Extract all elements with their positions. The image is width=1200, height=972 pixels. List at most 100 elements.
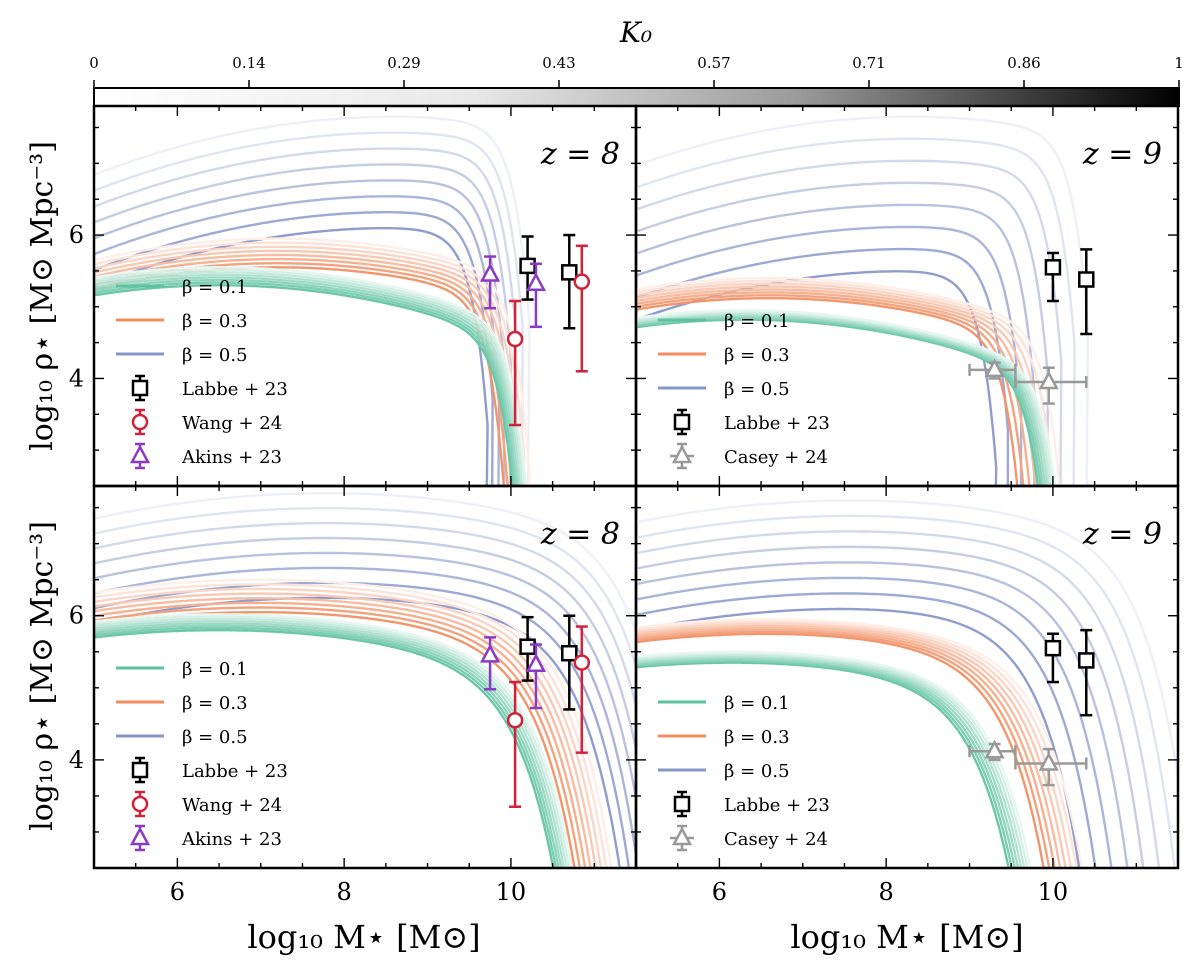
model-curves [94,115,531,486]
model-curve [94,284,514,486]
legend-label: Labbe + 23 [724,413,830,434]
x-tick-label: 10 [1038,878,1069,906]
model-curve [94,278,518,486]
model-curve [94,601,587,868]
panels: 4 6 z = 8 β = 0.1 β = 0.3 β = 0.5 Labbe + 23 Wa… [69,104,1180,906]
model-curve [636,225,1023,486]
model-curve [94,271,524,486]
legend-label: β = 0.5 [182,345,248,366]
model-curve [94,566,636,863]
data-marker [984,358,1005,378]
panel-top-right: z = 9 β = 0.1 β = 0.3 β = 0.5 Labbe + 23 Case… [634,104,1180,488]
observations-labbe-23 [1044,248,1095,336]
observations-labbe-23 [519,614,578,711]
data-marker [673,795,691,813]
x-axis-label-left: log₁₀ M⋆ [M⊙] [247,918,480,956]
legend-label: Wang + 24 [182,413,282,434]
model-curve [94,615,571,868]
panel-bottom-right: 6 8 10 z = 9 β = 0.1 β = 0.3 β = 0.5 Labbe + 23… [634,484,1180,906]
colorbar-label: K₀ [619,16,652,49]
model-curve [94,241,526,486]
model-curve [636,318,1040,486]
model-curve [636,314,1047,486]
data-marker [1038,370,1059,390]
data-marker [673,413,691,431]
model-curve [636,607,1081,868]
x-tick-label: 10 [496,878,527,906]
model-curve [94,227,489,486]
observations-akins-23 [479,636,547,710]
legend-label: Casey + 24 [724,447,828,468]
data-marker [1044,259,1062,276]
model-curve [94,624,560,868]
legend-label: β = 0.1 [182,659,248,680]
panel-top-left: 4 6 z = 8 β = 0.1 β = 0.3 β = 0.5 Labbe + 23 Wa… [69,104,638,488]
model-curve [636,618,1084,868]
observations-casey-24 [968,739,1088,787]
data-marker [129,444,151,464]
model-curve [636,297,1019,486]
data-marker [1038,751,1059,771]
legend-label: Labbe + 23 [182,761,288,782]
model-curve [636,279,1055,486]
data-marker [525,653,547,672]
model-curve [94,237,531,486]
data-marker [561,264,578,281]
model-curve [636,309,1057,486]
model-curve [94,583,608,868]
model-curve [94,249,519,486]
legend-label: Labbe + 23 [182,379,288,400]
model-curve [636,276,1061,486]
observations-labbe-23 [519,233,578,330]
model-curve [94,273,522,486]
model-curves [94,492,636,868]
model-curve [636,630,1051,868]
model-curve [636,203,1036,486]
legend-label: β = 0.3 [724,727,790,748]
panel-title: z = 8 [540,137,620,172]
model-curve [636,313,1049,486]
data-marker [573,273,591,290]
model-curve [94,131,524,486]
model-curve [636,628,1056,868]
model-curve [94,147,518,486]
model-curve [94,268,526,486]
observations-casey-24 [968,358,1088,405]
model-curve [94,163,513,486]
model-curve [94,521,636,711]
colorbar-tick-label: 0.14 [232,54,265,72]
observations-akins-23 [479,255,547,329]
y-tick-label: 4 [69,746,84,774]
data-marker [671,444,693,464]
model-curve [94,581,631,868]
model-curve [636,661,1010,868]
panel-title: z = 9 [1082,517,1162,552]
data-marker [131,761,149,779]
legend: β = 0.1 β = 0.3 β = 0.5 Labbe + 23 Casey + 2… [658,311,830,470]
panel-title: z = 9 [1082,137,1162,172]
data-marker [1078,271,1095,288]
panel-title: z = 8 [540,517,620,552]
legend-label: β = 0.5 [182,727,248,748]
model-curve [636,181,1050,486]
model-curves [636,115,1090,486]
model-curve [94,253,516,486]
colorbar-tick-label: 0.57 [697,54,730,72]
model-curve [94,626,558,868]
model-curve [636,656,1020,868]
y-tick-label: 6 [69,602,84,630]
model-curve [94,179,506,486]
data-marker [1078,652,1095,669]
colorbar-tick-label: 0.29 [387,54,420,72]
model-curve [636,159,1063,486]
model-curve [636,652,1029,868]
model-curve [94,587,603,868]
model-curve [94,629,555,868]
data-marker [1044,639,1062,657]
model-curves [636,499,1178,868]
data-marker [573,654,591,671]
colorbar-tick-label: 0.86 [1007,54,1040,72]
model-curve [636,514,1176,868]
colorbar-tick-label: 0.71 [852,54,885,72]
